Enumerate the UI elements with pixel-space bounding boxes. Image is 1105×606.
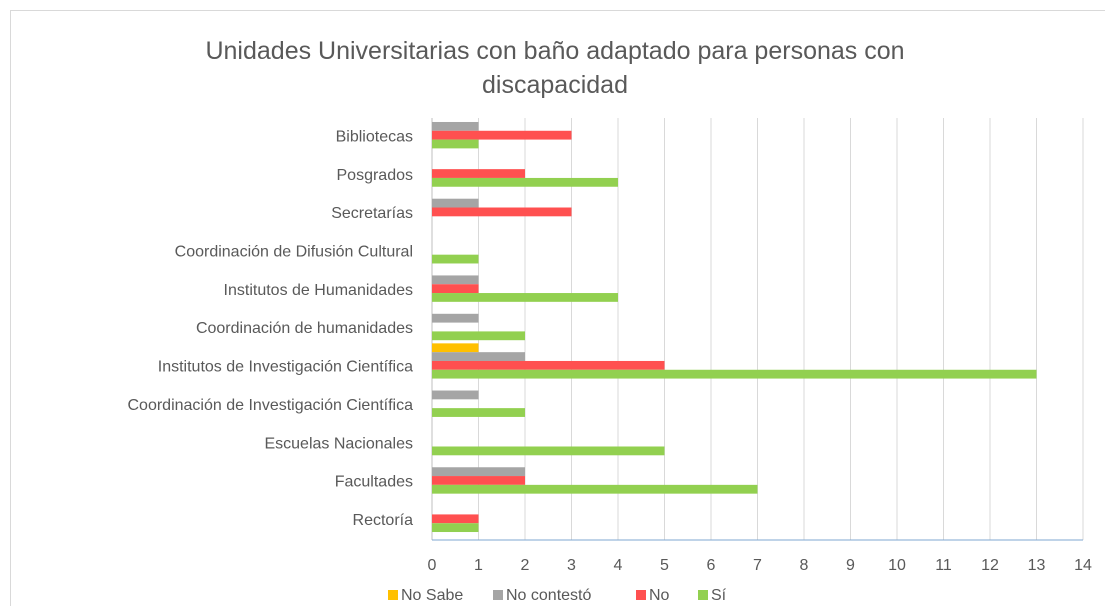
x-tick-label: 7	[753, 557, 762, 574]
bar	[432, 352, 525, 361]
bar	[432, 139, 479, 149]
bar	[432, 523, 479, 533]
bar	[432, 207, 572, 217]
legend-label: No Sabe	[401, 587, 463, 604]
x-tick-label: 14	[1074, 557, 1092, 574]
bar	[432, 169, 525, 178]
x-tick-label: 13	[1028, 557, 1046, 574]
y-tick-label: Bibliotecas	[336, 128, 413, 145]
x-tick-label: 8	[800, 557, 809, 574]
x-tick-label: 10	[888, 557, 906, 574]
y-tick-label: Escuelas Nacionales	[264, 435, 413, 452]
bar	[432, 130, 572, 140]
y-tick-label: Posgrados	[337, 167, 414, 184]
bar	[432, 484, 758, 494]
bar	[432, 198, 479, 208]
x-tick-label: 11	[935, 557, 952, 574]
legend-label: No contestó	[506, 587, 591, 604]
x-tick-label: 0	[428, 557, 437, 574]
bar	[432, 275, 479, 285]
bar	[432, 476, 525, 485]
bar	[432, 360, 665, 370]
x-tick-label: 4	[614, 557, 623, 574]
x-tick-label: 9	[846, 557, 855, 574]
bar	[432, 177, 618, 187]
chart-border	[10, 10, 1105, 606]
chart-title: Unidades Universitarias con baño adaptad…	[205, 37, 905, 99]
bar	[432, 313, 479, 323]
x-tick-label: 2	[521, 557, 530, 574]
x-tick-label: 3	[567, 557, 576, 574]
legend-swatch	[636, 590, 646, 600]
y-tick-label: Institutos de Humanidades	[224, 282, 413, 299]
bar	[432, 293, 618, 302]
bar	[432, 514, 479, 524]
y-tick-label: Coordinación de humanidades	[196, 320, 413, 337]
legend-swatch	[493, 590, 503, 600]
bar	[432, 343, 479, 353]
legend-swatch	[388, 590, 398, 600]
y-tick-label: Coordinación de Investigación Científica	[128, 397, 414, 414]
legend-label: Sí	[711, 587, 727, 604]
bar	[432, 254, 479, 264]
bar	[432, 331, 525, 341]
y-tick-label: Facultades	[335, 474, 413, 491]
x-tick-label: 12	[981, 557, 999, 574]
bar	[432, 390, 479, 400]
legend-label: No	[649, 587, 670, 604]
y-tick-label: Institutos de Investigación Científica	[158, 359, 413, 376]
bar	[432, 121, 479, 131]
bar	[432, 408, 525, 417]
x-tick-label: 1	[474, 557, 483, 574]
y-tick-label: Rectoría	[353, 512, 414, 529]
bar	[432, 446, 665, 456]
legend-swatch	[698, 590, 708, 600]
y-tick-label: Coordinación de Difusión Cultural	[175, 243, 413, 260]
x-tick-label: 5	[660, 557, 669, 574]
bar	[432, 369, 1037, 379]
bar	[432, 467, 525, 477]
y-tick-label: Secretarías	[331, 205, 413, 222]
x-tick-label: 6	[707, 557, 716, 574]
bar	[432, 284, 479, 294]
